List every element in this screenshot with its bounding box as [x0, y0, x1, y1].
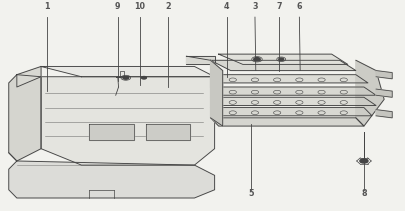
- Text: 4: 4: [224, 2, 230, 11]
- Text: 5: 5: [248, 189, 254, 198]
- Circle shape: [254, 58, 260, 61]
- Text: 2: 2: [165, 2, 171, 11]
- Polygon shape: [376, 89, 392, 97]
- Polygon shape: [356, 60, 384, 126]
- Circle shape: [142, 77, 146, 79]
- Polygon shape: [41, 77, 215, 165]
- Polygon shape: [146, 124, 190, 141]
- Circle shape: [123, 76, 129, 79]
- Text: 9: 9: [115, 2, 121, 11]
- Polygon shape: [211, 108, 372, 116]
- Polygon shape: [211, 87, 376, 95]
- Polygon shape: [376, 70, 392, 79]
- Text: 10: 10: [134, 2, 145, 11]
- Polygon shape: [211, 75, 368, 83]
- Text: 7: 7: [277, 2, 282, 11]
- Polygon shape: [186, 56, 215, 64]
- Polygon shape: [211, 75, 223, 95]
- Polygon shape: [211, 97, 376, 106]
- Polygon shape: [41, 66, 215, 77]
- Text: 6: 6: [296, 2, 302, 11]
- Text: 3: 3: [252, 2, 258, 11]
- Polygon shape: [376, 110, 392, 118]
- Polygon shape: [17, 66, 41, 87]
- Polygon shape: [9, 75, 41, 161]
- Polygon shape: [219, 54, 348, 64]
- Text: 1: 1: [45, 2, 50, 11]
- Polygon shape: [211, 118, 364, 126]
- Polygon shape: [211, 60, 223, 126]
- Text: 8: 8: [361, 189, 367, 198]
- Circle shape: [279, 58, 284, 61]
- Polygon shape: [9, 161, 215, 198]
- Circle shape: [360, 159, 368, 163]
- Polygon shape: [90, 124, 134, 141]
- Polygon shape: [211, 60, 356, 70]
